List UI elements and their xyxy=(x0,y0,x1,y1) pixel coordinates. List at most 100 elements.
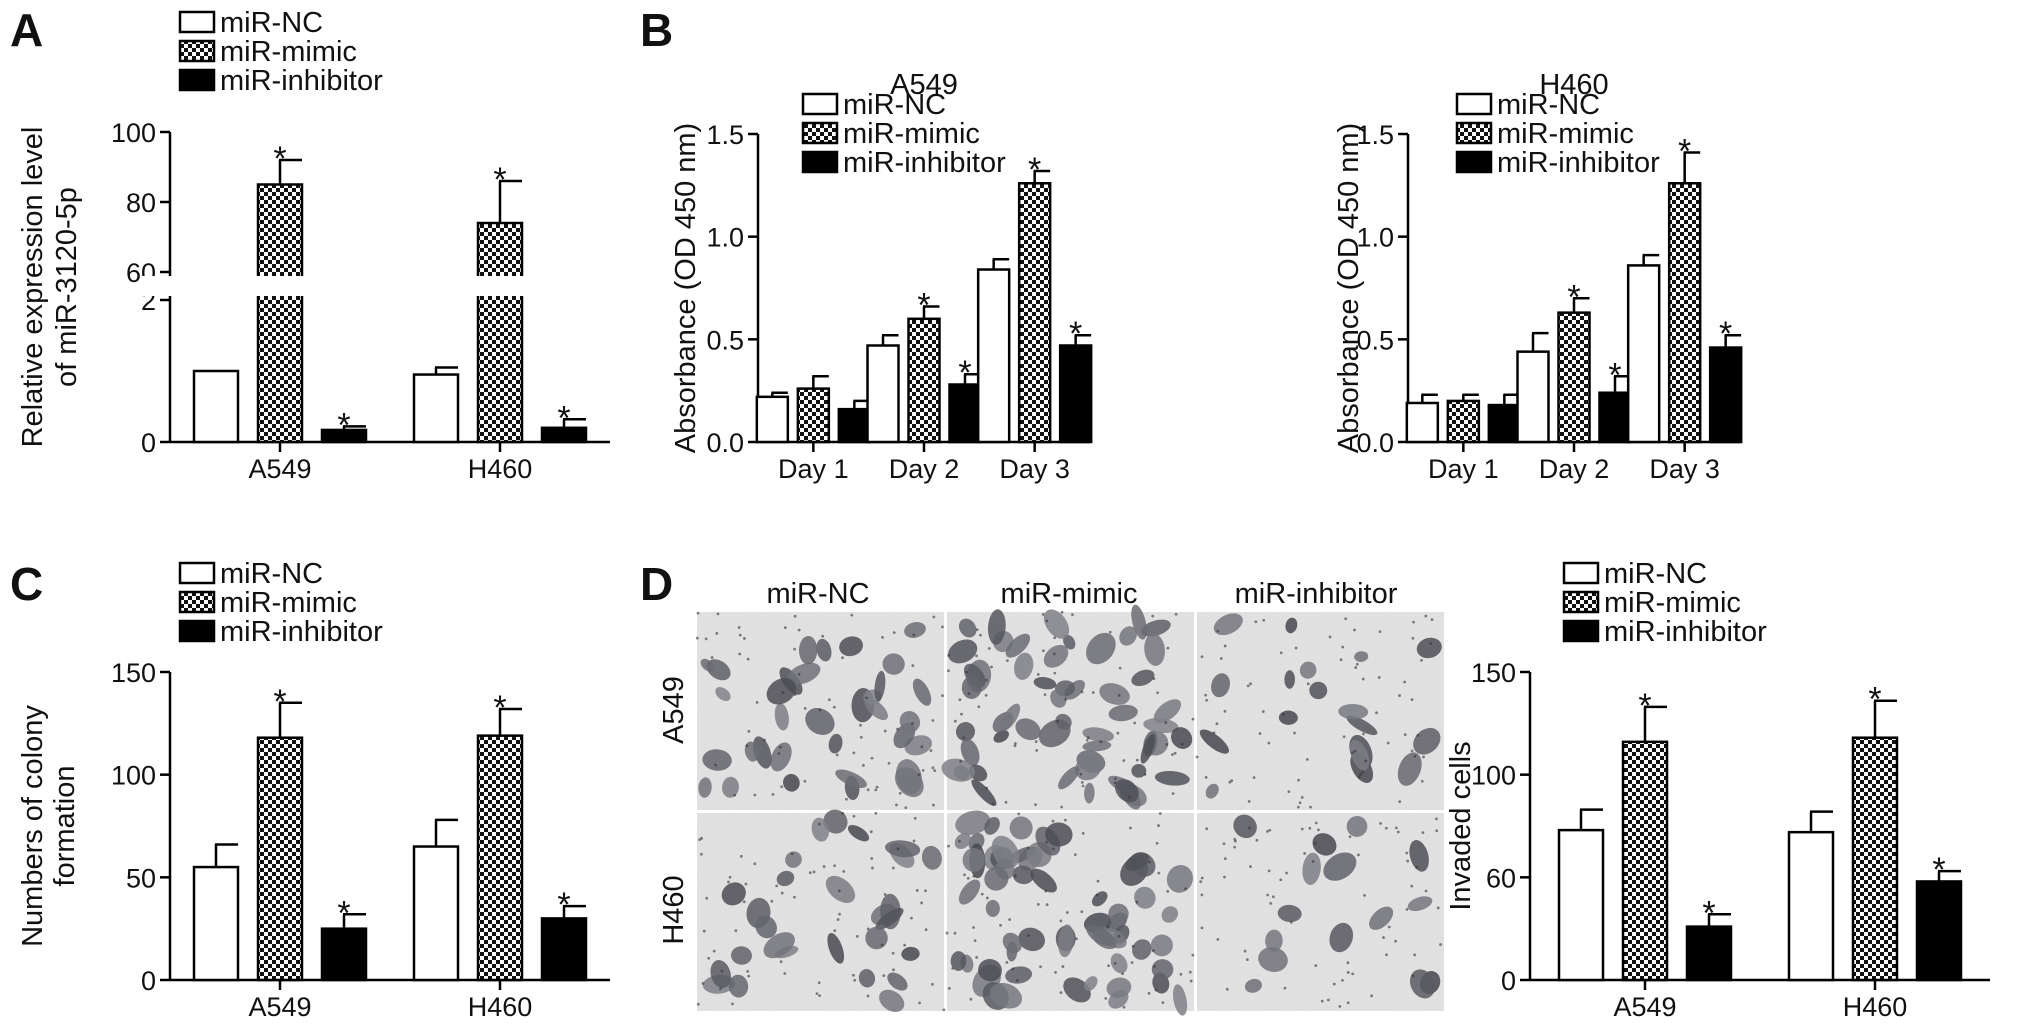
membrane-pore xyxy=(1357,775,1361,779)
membrane-pore xyxy=(1219,657,1223,660)
legend-label-nc: miR-NC xyxy=(220,558,323,590)
membrane-pore xyxy=(1035,749,1039,752)
membrane-pore xyxy=(896,727,899,731)
membrane-pore xyxy=(1262,618,1266,622)
membrane-pore xyxy=(990,665,993,669)
membrane-pore xyxy=(1387,925,1391,929)
micrograph-col-label-mimic: miR-mimic xyxy=(1001,578,1138,610)
stained-cell xyxy=(1134,886,1156,909)
stained-cell xyxy=(1329,922,1354,953)
y-tick-label-1: 60 xyxy=(1486,863,1516,893)
membrane-pore xyxy=(1355,662,1359,666)
membrane-pore xyxy=(695,636,699,640)
membrane-pore xyxy=(1364,759,1368,763)
membrane-pore xyxy=(842,869,846,873)
x-tick-label-1: H460 xyxy=(468,992,533,1022)
membrane-pore xyxy=(1351,972,1355,976)
membrane-pore xyxy=(895,803,898,807)
membrane-pore xyxy=(980,892,984,896)
legend-label-mimic: miR-mimic xyxy=(1604,587,1741,619)
membrane-pore xyxy=(1338,1004,1342,1008)
stained-cell xyxy=(1110,953,1128,974)
membrane-pore xyxy=(1034,803,1037,807)
membrane-pore xyxy=(1341,645,1345,649)
membrane-pore xyxy=(1096,879,1100,883)
membrane-pore xyxy=(1354,666,1358,669)
stained-cell xyxy=(1323,852,1357,881)
stained-cell xyxy=(1277,904,1302,923)
membrane-pore xyxy=(1300,827,1304,831)
membrane-pore xyxy=(793,647,796,651)
bar-inhibitor-2 xyxy=(1708,346,1743,444)
membrane-pore xyxy=(818,708,822,712)
legend-swatch-mimic xyxy=(178,590,216,614)
membrane-pore xyxy=(921,769,925,772)
y-tick-label-0: 0 xyxy=(141,966,156,996)
stained-cell xyxy=(955,722,976,742)
significance-star-inhibitor-0: * xyxy=(337,894,350,932)
bar-nc-1 xyxy=(1516,350,1550,444)
membrane-pore xyxy=(1285,871,1288,875)
membrane-pore xyxy=(985,786,988,790)
membrane-pore xyxy=(1255,838,1259,842)
bar-inhibitor-0 xyxy=(837,407,872,444)
significance-star-mimic-2: * xyxy=(1028,151,1041,189)
membrane-pore xyxy=(1171,753,1174,756)
stained-cell xyxy=(921,845,942,870)
membrane-pore xyxy=(1410,749,1414,753)
membrane-pore xyxy=(1422,755,1425,759)
stained-cell xyxy=(993,730,1009,743)
y-tick-label-2: 100 xyxy=(111,761,156,791)
membrane-pore xyxy=(1296,805,1300,809)
y-axis-label-0: Numbers of colony xyxy=(17,705,49,947)
stained-cell xyxy=(1153,699,1182,724)
y-axis-label-1: formation xyxy=(49,766,81,887)
membrane-pore xyxy=(866,994,870,998)
stained-cell xyxy=(1086,632,1116,665)
membrane-pore xyxy=(845,797,848,801)
membrane-pore xyxy=(1305,757,1309,761)
stained-cell xyxy=(1154,770,1190,786)
membrane-pore xyxy=(1435,829,1439,833)
bar-mimic-0 xyxy=(1621,740,1669,982)
legend-swatch-nc xyxy=(801,92,839,116)
membrane-pore xyxy=(1166,890,1170,893)
bar-mimic-1 xyxy=(907,317,941,444)
membrane-pore xyxy=(1398,694,1401,697)
membrane-pore xyxy=(1248,826,1251,830)
stained-cell xyxy=(799,635,818,665)
membrane-pore xyxy=(852,751,856,755)
membrane-pore xyxy=(973,939,977,943)
membrane-pore xyxy=(882,974,886,978)
membrane-pore xyxy=(738,652,742,656)
membrane-pore xyxy=(1351,751,1354,754)
membrane-pore xyxy=(979,633,982,637)
membrane-pore xyxy=(1064,818,1067,822)
bar-mimic-1 xyxy=(1557,311,1591,444)
membrane-pore xyxy=(1081,831,1085,835)
membrane-pore xyxy=(1215,722,1219,726)
bar-mimic-0 xyxy=(256,736,304,982)
stained-cell xyxy=(1131,669,1155,687)
bar-nc-0 xyxy=(1405,401,1440,444)
membrane-pore xyxy=(977,705,981,709)
y-tick-label-2: 100 xyxy=(1471,761,1516,791)
membrane-pore xyxy=(1339,658,1343,662)
membrane-pore xyxy=(999,923,1002,927)
membrane-pore xyxy=(753,793,757,797)
stained-cell xyxy=(987,609,1006,645)
membrane-pore xyxy=(1091,691,1095,694)
membrane-pore xyxy=(1282,712,1285,716)
membrane-pore xyxy=(775,884,779,888)
membrane-pore xyxy=(1080,690,1084,694)
legend-label-nc: miR-NC xyxy=(843,89,946,121)
bar-nc-0 xyxy=(1557,828,1605,982)
membrane-pore xyxy=(1363,894,1366,897)
membrane-pore xyxy=(1191,717,1195,721)
membrane-pore xyxy=(1436,906,1440,910)
stained-cell xyxy=(755,915,777,939)
membrane-pore xyxy=(1026,846,1030,850)
membrane-pore xyxy=(1216,629,1220,633)
membrane-pore xyxy=(1435,817,1438,821)
